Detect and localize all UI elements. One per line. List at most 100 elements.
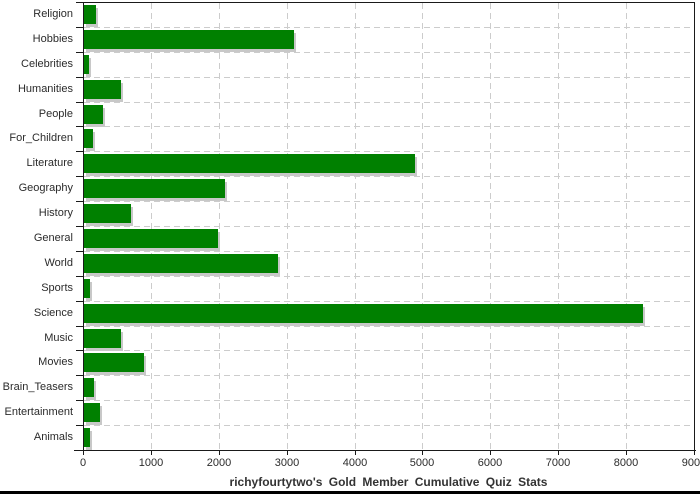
y-axis-tick [76, 126, 83, 127]
vertical-gridline [558, 3, 559, 450]
x-tick-label: 3000 [274, 457, 300, 469]
bar-history [84, 204, 131, 223]
horizontal-gridline [84, 226, 694, 227]
x-axis-line [74, 450, 696, 451]
y-axis-tick [76, 375, 83, 376]
y-axis-tick [76, 151, 83, 152]
plot-right-border [694, 2, 695, 451]
category-label: Science [33, 307, 73, 319]
y-axis-tick [76, 2, 83, 3]
y-axis-tick [76, 102, 83, 103]
category-label: History [38, 207, 73, 219]
horizontal-gridline [84, 176, 694, 177]
x-axis-tick [626, 450, 627, 455]
x-axis-tick [558, 450, 559, 455]
horizontal-gridline [84, 350, 694, 351]
y-axis-tick [76, 251, 83, 252]
bottom-divider [0, 491, 700, 494]
y-axis-tick [76, 326, 83, 327]
y-axis-tick [76, 425, 83, 426]
vertical-gridline [490, 3, 491, 450]
category-label: Animals [33, 431, 73, 443]
horizontal-gridline [84, 77, 694, 78]
category-label: General [33, 232, 73, 244]
vertical-gridline [626, 3, 627, 450]
vertical-gridline [151, 3, 152, 450]
bar-geography [84, 179, 225, 198]
bar-religion [84, 5, 96, 24]
bar-celebrities [84, 55, 89, 74]
y-axis-tick [76, 52, 83, 53]
y-axis-tick [76, 400, 83, 401]
y-axis-tick [76, 226, 83, 227]
x-tick-label: 0 [79, 457, 87, 469]
x-tick-label: 4000 [342, 457, 368, 469]
horizontal-gridline [84, 375, 694, 376]
y-axis-tick [76, 77, 83, 78]
category-label: Literature [26, 157, 73, 169]
category-label: Geography [18, 182, 73, 194]
vertical-gridline [287, 3, 288, 450]
horizontal-gridline [84, 400, 694, 401]
bar-literature [84, 154, 415, 173]
category-label: Music [44, 332, 73, 344]
y-axis-tick [76, 450, 83, 451]
bar-entertainment [84, 403, 100, 422]
bar-animals [84, 428, 90, 447]
horizontal-gridline [84, 126, 694, 127]
horizontal-gridline [84, 27, 694, 28]
bar-world [84, 254, 278, 273]
bar-brain_teasers [84, 378, 94, 397]
x-tick-label: 6000 [477, 457, 503, 469]
horizontal-gridline [84, 151, 694, 152]
x-axis-tick [287, 450, 288, 455]
category-label: Hobbies [32, 33, 73, 45]
bar-music [84, 329, 121, 348]
x-axis-tick [219, 450, 220, 455]
bar-humanities [84, 80, 121, 99]
x-axis-tick [694, 450, 695, 455]
category-label: Movies [38, 356, 73, 368]
horizontal-gridline [84, 102, 694, 103]
x-tick-label: 9000 [681, 457, 700, 469]
category-label: Sports [41, 282, 73, 294]
horizontal-gridline [84, 201, 694, 202]
bar-movies [84, 353, 144, 372]
x-axis-tick [151, 450, 152, 455]
category-label: Humanities [17, 83, 73, 95]
horizontal-gridline [84, 52, 694, 53]
horizontal-gridline [84, 276, 694, 277]
bar-hobbies [84, 30, 294, 49]
horizontal-gridline [84, 425, 694, 426]
horizontal-gridline [84, 301, 694, 302]
x-axis-tick [490, 450, 491, 455]
y-axis-line [83, 2, 84, 451]
y-axis-tick [76, 350, 83, 351]
category-label: Celebrities [21, 58, 73, 70]
y-axis-tick [76, 176, 83, 177]
y-axis-tick [76, 201, 83, 202]
x-axis-tick [355, 450, 356, 455]
bar-general [84, 229, 218, 248]
vertical-gridline [219, 3, 220, 450]
y-axis-tick [76, 27, 83, 28]
chart-title: richyfourtytwo's Gold Member Cumulative … [229, 475, 548, 489]
vertical-gridline [355, 3, 356, 450]
category-label: Entertainment [4, 406, 73, 418]
category-label: People [38, 108, 73, 120]
x-tick-label: 7000 [545, 457, 571, 469]
y-axis-tick [76, 276, 83, 277]
bar-sports [84, 279, 90, 298]
x-axis-tick [422, 450, 423, 455]
bar-science [84, 304, 643, 323]
y-axis-tick [76, 301, 83, 302]
vertical-gridline [422, 3, 423, 450]
x-axis-tick [83, 450, 84, 455]
x-tick-label: 5000 [409, 457, 435, 469]
x-tick-label: 2000 [206, 457, 232, 469]
bar-people [84, 105, 103, 124]
horizontal-gridline [84, 251, 694, 252]
x-tick-label: 8000 [613, 457, 639, 469]
horizontal-gridline [84, 326, 694, 327]
